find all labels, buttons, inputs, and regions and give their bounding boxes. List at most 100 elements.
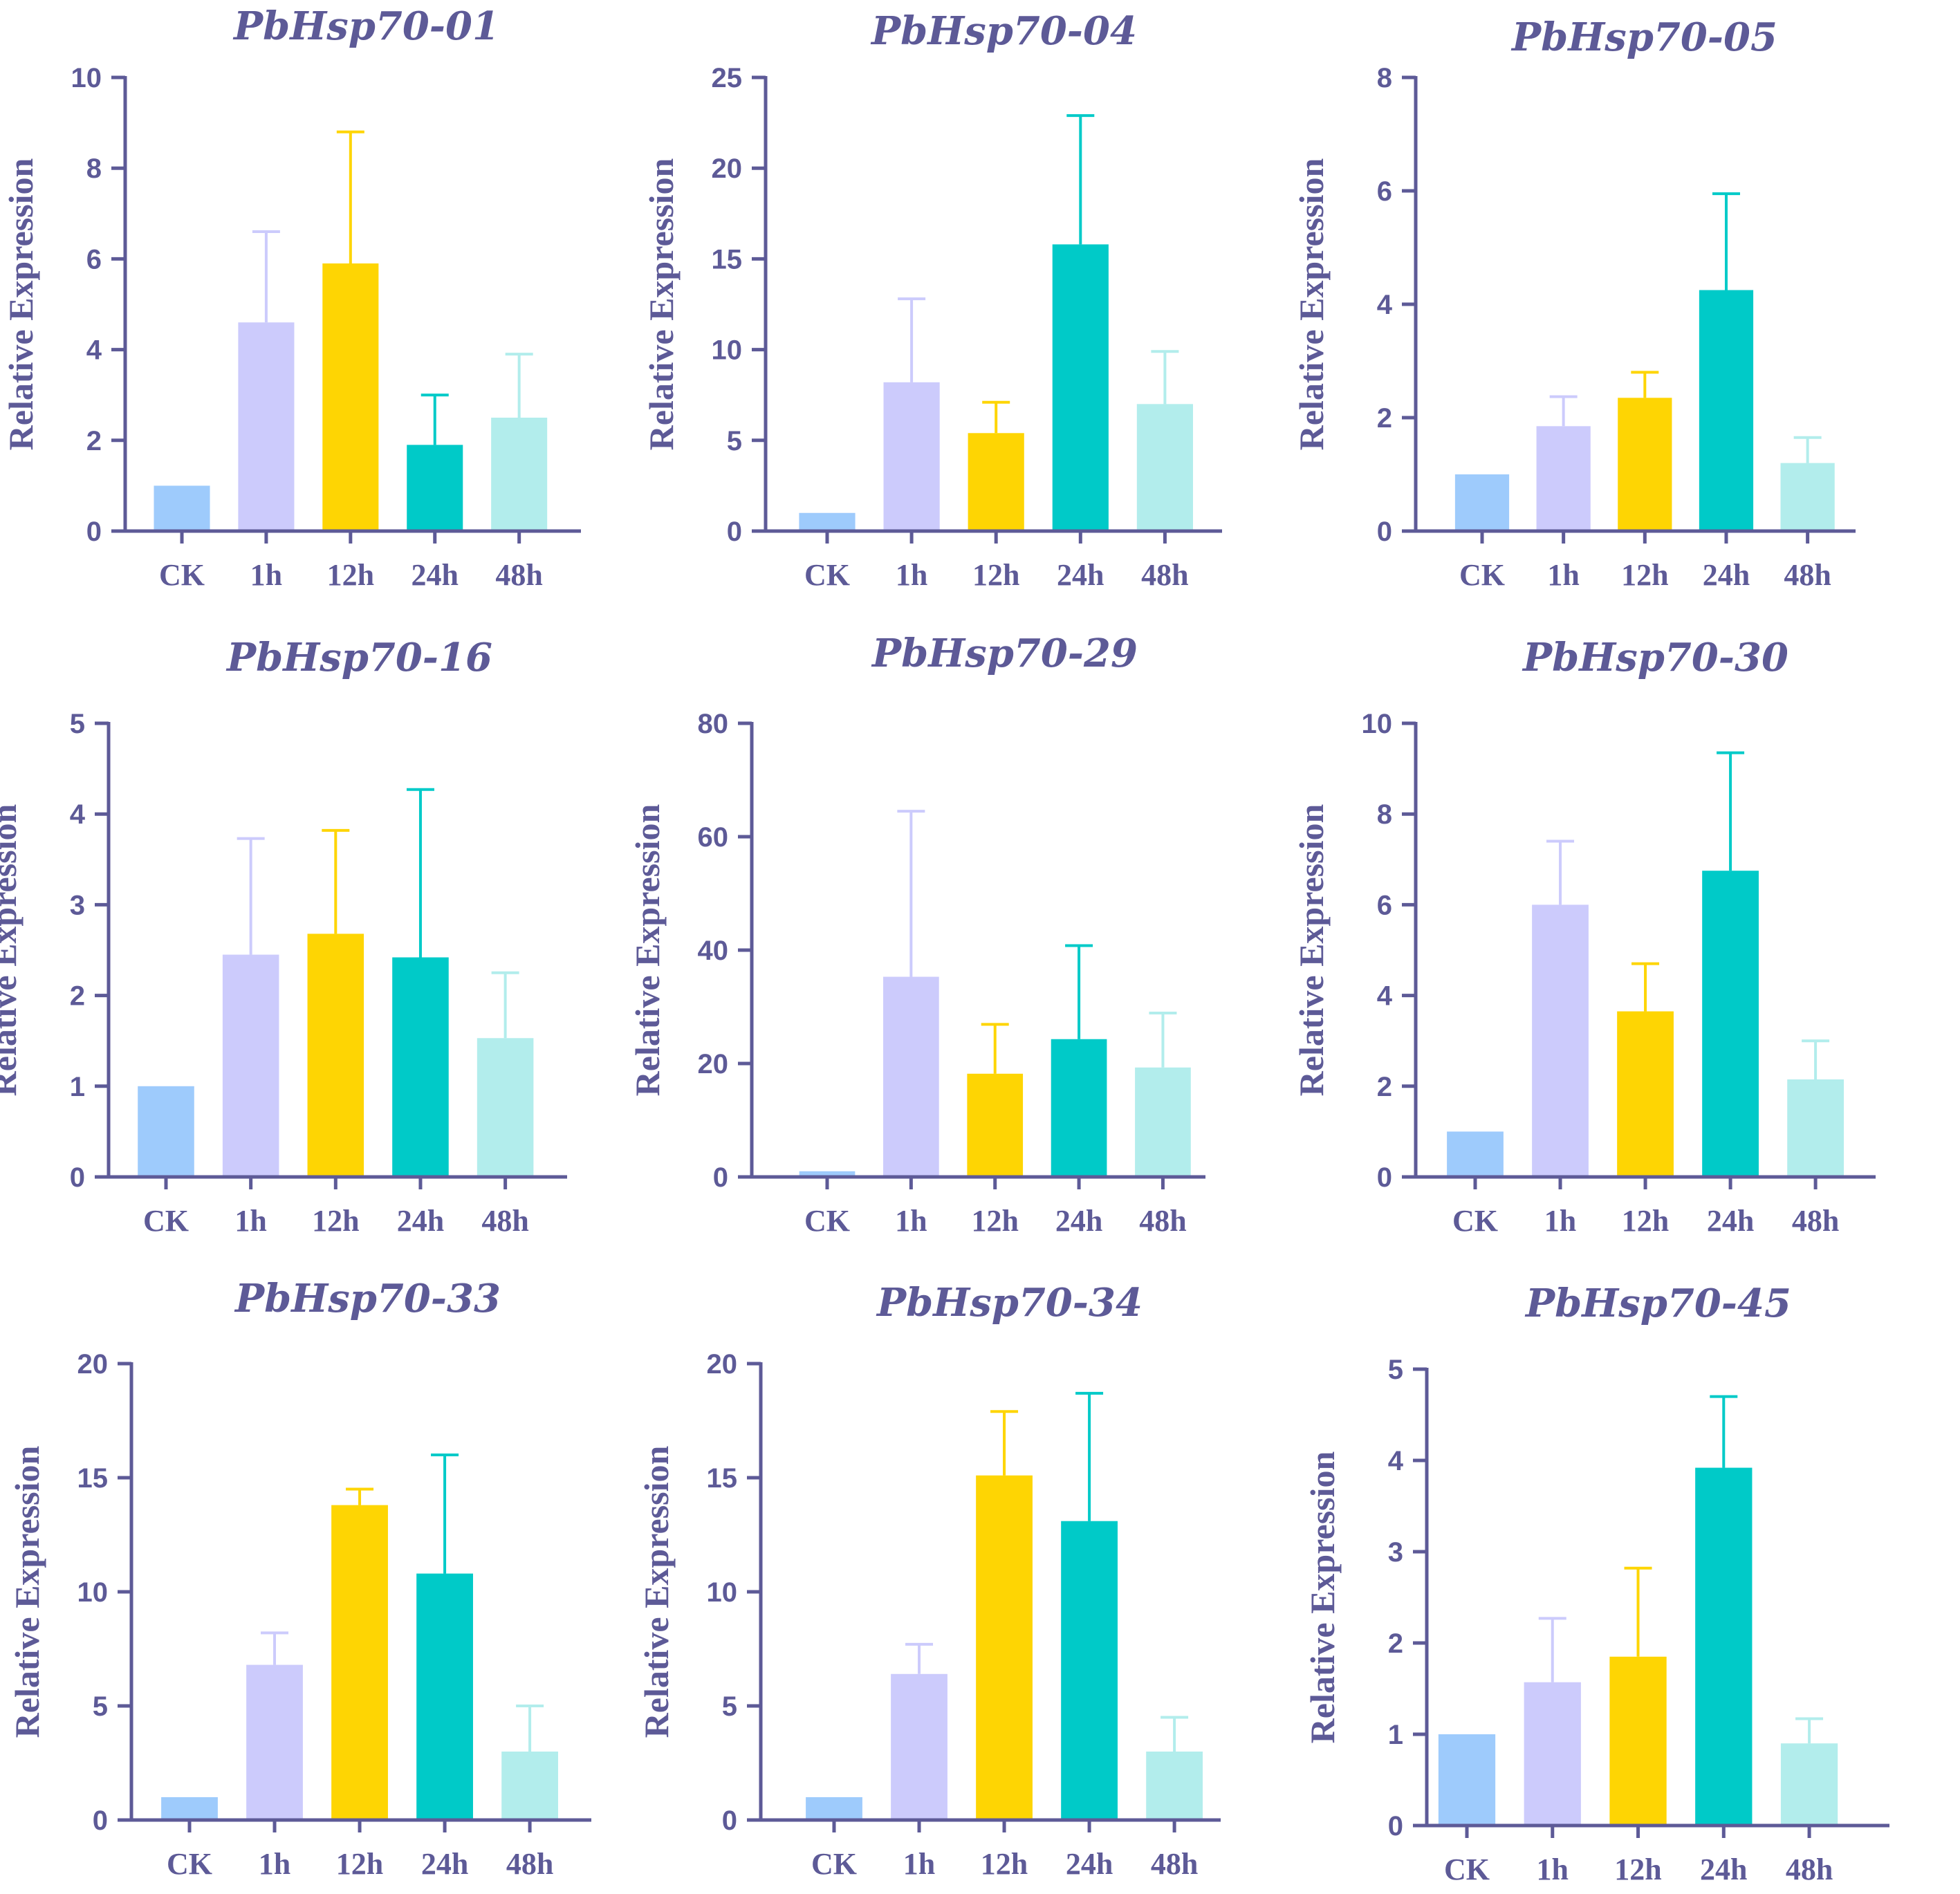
y-tick-label: 0 <box>70 1162 85 1193</box>
x-tick-label: 48h <box>1141 558 1188 592</box>
y-tick-label: 5 <box>722 1691 737 1722</box>
y-tick-label: 2 <box>1388 1628 1403 1659</box>
bar <box>891 1673 947 1820</box>
bar <box>1780 1743 1838 1826</box>
error-bar <box>898 297 926 382</box>
error-bar <box>1151 350 1179 405</box>
y-tick-label: 80 <box>698 709 729 739</box>
x-tick-label: CK <box>804 558 850 592</box>
y-tick-label: 8 <box>1377 799 1392 830</box>
error-bar <box>897 810 925 977</box>
chart-title: PbHsp70-30 <box>1522 635 1788 680</box>
x-tick-label: 24h <box>1055 1204 1102 1238</box>
y-tick-label: 10 <box>1362 709 1393 739</box>
chart-panel: PbHsp70-29 Relative Expression CK 1h 12h 24h 4… <box>628 631 1205 1238</box>
chart-title: PbHsp70-05 <box>1510 15 1777 60</box>
y-tick-label: 10 <box>77 1577 109 1608</box>
bar <box>1609 1656 1667 1826</box>
bar <box>154 485 210 531</box>
y-axis-label: Relative Expression <box>1292 158 1331 450</box>
chart-panel: PbHsp70-34 Relative Expression CK 1h 12h 24h 4… <box>637 1280 1221 1881</box>
y-tick-label: 0 <box>713 1162 728 1193</box>
bar <box>307 934 364 1177</box>
y-tick-label: 1 <box>1388 1720 1403 1750</box>
bar <box>806 1797 862 1820</box>
y-tick-label: 4 <box>1377 290 1393 320</box>
y-tick-label: 25 <box>712 63 743 93</box>
error-bar <box>431 1454 459 1574</box>
x-tick-label: 24h <box>1703 558 1750 592</box>
y-tick-label: 2 <box>1377 1072 1392 1102</box>
x-tick-label: 24h <box>1707 1204 1754 1238</box>
bar <box>1536 426 1591 531</box>
y-tick-label: 0 <box>93 1805 108 1836</box>
chart-title: PbHsp70-01 <box>232 3 499 49</box>
bar <box>799 512 856 531</box>
bar <box>1618 398 1672 531</box>
x-tick-label: CK <box>811 1847 857 1881</box>
chart-title: PbHsp70-34 <box>876 1280 1143 1326</box>
x-tick-label: 12h <box>336 1847 383 1881</box>
bar <box>967 1073 1024 1177</box>
error-bar <box>505 353 533 418</box>
chart-title: PbHsp70-33 <box>234 1276 501 1321</box>
y-tick-label: 0 <box>1377 1162 1392 1193</box>
bar <box>238 322 295 531</box>
x-tick-label: 48h <box>1792 1204 1839 1238</box>
y-tick-label: 6 <box>86 244 102 275</box>
x-tick-label: 48h <box>1151 1847 1198 1881</box>
x-tick-label: CK <box>167 1847 212 1881</box>
y-tick-label: 3 <box>1388 1537 1403 1568</box>
x-tick-label: CK <box>143 1204 189 1238</box>
y-axis-label: Relative Expression <box>1 158 40 450</box>
x-tick-label: CK <box>1444 1853 1490 1886</box>
error-bar <box>1795 1717 1824 1744</box>
bar <box>246 1664 303 1820</box>
y-tick-label: 10 <box>712 335 743 366</box>
y-tick-label: 20 <box>712 154 743 184</box>
x-tick-label: 1h <box>896 558 927 592</box>
y-tick-label: 15 <box>712 244 743 275</box>
x-tick-label: 1h <box>1547 558 1579 592</box>
x-tick-label: 24h <box>1066 1847 1113 1881</box>
y-axis-label: Relative Expression <box>642 158 681 450</box>
chart-title: PbHsp70-04 <box>870 8 1137 54</box>
error-bar <box>336 130 364 263</box>
bar <box>501 1752 558 1820</box>
bar <box>138 1086 194 1177</box>
y-tick-label: 20 <box>77 1349 109 1380</box>
y-tick-label: 20 <box>707 1349 738 1380</box>
x-tick-label: 12h <box>1614 1853 1661 1886</box>
y-axis-label: Relative Expression <box>8 1445 46 1738</box>
error-bar <box>1065 944 1093 1039</box>
chart-panel: PbHsp70-16 Relative Expression CK 1h 12h 24h 4… <box>0 635 567 1238</box>
y-axis-label: Relative Expression <box>1292 804 1331 1096</box>
y-tick-label: 4 <box>1388 1446 1404 1476</box>
chart-panel: PbHsp70-05 Relative Expression CK 1h 12h 24h 4… <box>1292 15 1856 592</box>
bar <box>331 1505 388 1820</box>
x-tick-label: 12h <box>971 1204 1018 1238</box>
error-bar <box>1631 371 1659 398</box>
bar <box>392 957 449 1177</box>
bar <box>968 433 1024 531</box>
bar <box>1061 1521 1118 1820</box>
chart-panel: PbHsp70-04 Relative Expression CK 1h 12h 24h 4… <box>642 8 1222 592</box>
bar <box>222 954 279 1177</box>
y-tick-label: 0 <box>1377 517 1392 547</box>
x-tick-label: 48h <box>1784 558 1831 592</box>
error-bar <box>982 400 1010 434</box>
chart-panel: PbHsp70-45 Relative Expression CK 1h 12h 24h 4… <box>1303 1281 1889 1886</box>
y-tick-label: 5 <box>727 426 742 456</box>
x-tick-label: 1h <box>1537 1853 1569 1886</box>
y-tick-label: 40 <box>698 936 729 966</box>
error-bar <box>322 828 350 934</box>
error-bar <box>261 1631 289 1665</box>
error-bar <box>406 788 434 958</box>
bar <box>1702 871 1759 1177</box>
y-tick-label: 5 <box>93 1691 108 1722</box>
bar <box>1136 404 1193 531</box>
y-tick-label: 6 <box>1377 890 1392 920</box>
error-bar <box>990 1410 1019 1476</box>
y-tick-label: 15 <box>77 1463 109 1494</box>
bar <box>1524 1682 1581 1826</box>
